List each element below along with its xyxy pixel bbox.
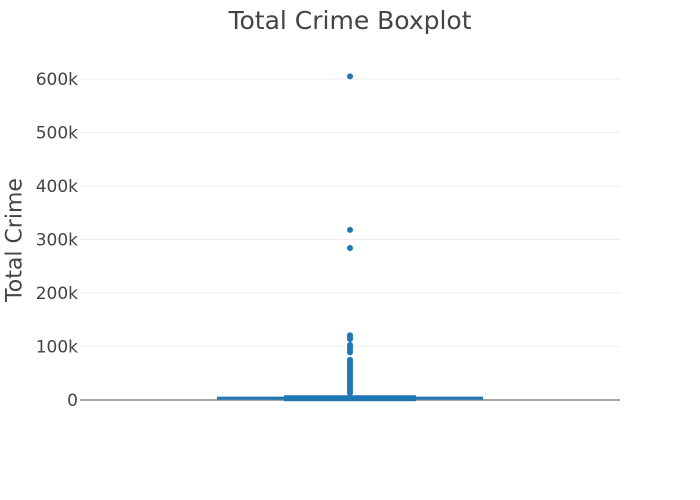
y-tick-label: 500k (36, 124, 78, 144)
chart-title: Total Crime Boxplot (228, 6, 472, 35)
y-tick-label: 0 (67, 391, 78, 411)
outlier-point (347, 390, 353, 397)
y-tick-label: 600k (36, 70, 78, 90)
y-tick-label: 300k (36, 231, 78, 251)
outlier-point (347, 336, 353, 343)
outlier-point (347, 349, 353, 356)
outlier-point (347, 245, 353, 252)
y-tick-label: 200k (36, 284, 78, 304)
y-tick-label: 400k (36, 177, 78, 197)
outlier-point (347, 226, 353, 233)
outlier-point (347, 73, 353, 80)
y-tick-label: 100k (36, 338, 78, 358)
